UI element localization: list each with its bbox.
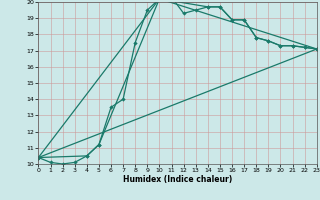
X-axis label: Humidex (Indice chaleur): Humidex (Indice chaleur) [123, 175, 232, 184]
